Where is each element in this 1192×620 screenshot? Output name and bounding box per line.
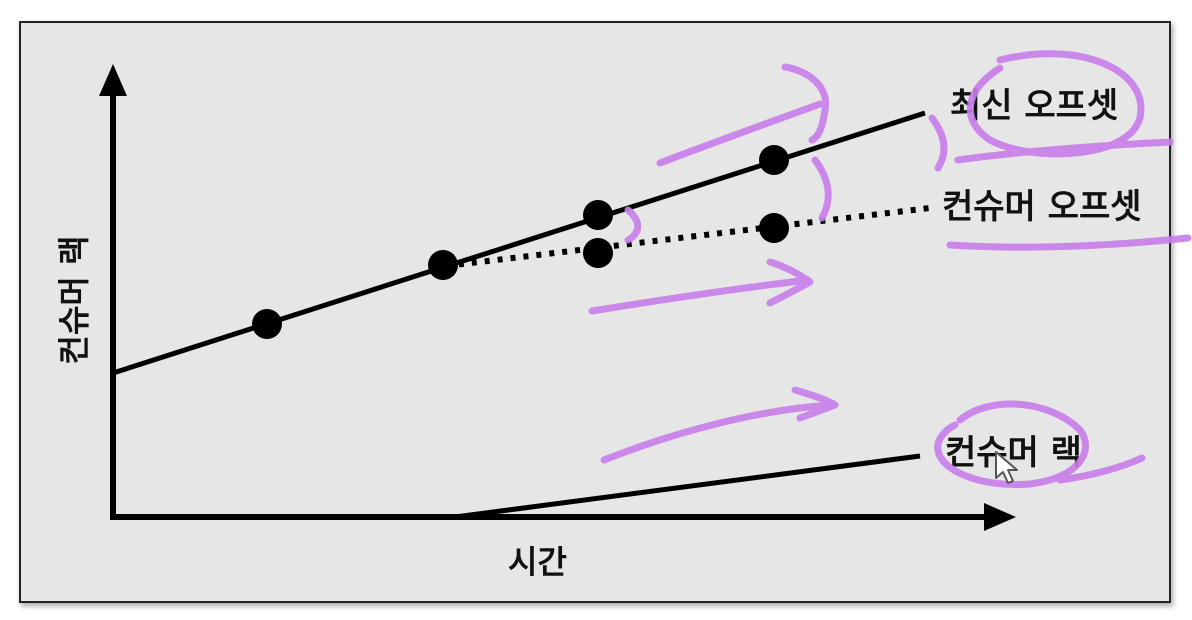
consumer-offset-point (759, 213, 789, 243)
axes (99, 64, 1016, 531)
consumer-offset-label: 컨슈머 오프셋 (942, 187, 1142, 227)
annotation-arrow-top (656, 63, 830, 167)
latest-offset-point (583, 200, 613, 230)
annotation-bracket (928, 114, 948, 172)
latest-offset-point (428, 250, 458, 280)
annotation-arrow-bottom (600, 386, 839, 464)
latest-offset-point (759, 145, 789, 175)
latest-offset-line (112, 110, 926, 376)
annotation-gap-small (624, 206, 642, 244)
annotation-underline-latest (954, 138, 1174, 164)
y-axis-arrowhead (99, 64, 127, 96)
y-axis-label: 컨슈머 랙 (55, 236, 93, 365)
mouse-cursor-icon (995, 451, 1018, 484)
annotation-circle-lag (934, 400, 1089, 489)
data-points (252, 145, 789, 339)
annotation-gap-large (811, 156, 832, 222)
latest-offset-point (252, 309, 282, 339)
x-axis-label: 시간 (508, 543, 567, 581)
consumer-offset-point (583, 238, 613, 268)
handwritten-annotations (588, 50, 1192, 489)
x-axis-arrowhead (984, 503, 1016, 531)
consumer-offset-line (445, 205, 931, 269)
annotation-underline-lag (1056, 454, 1146, 484)
annotation-underline-consumer-offset (946, 234, 1192, 251)
annotation-arrow-middle (588, 258, 814, 315)
consumer-lag-line (454, 453, 921, 520)
